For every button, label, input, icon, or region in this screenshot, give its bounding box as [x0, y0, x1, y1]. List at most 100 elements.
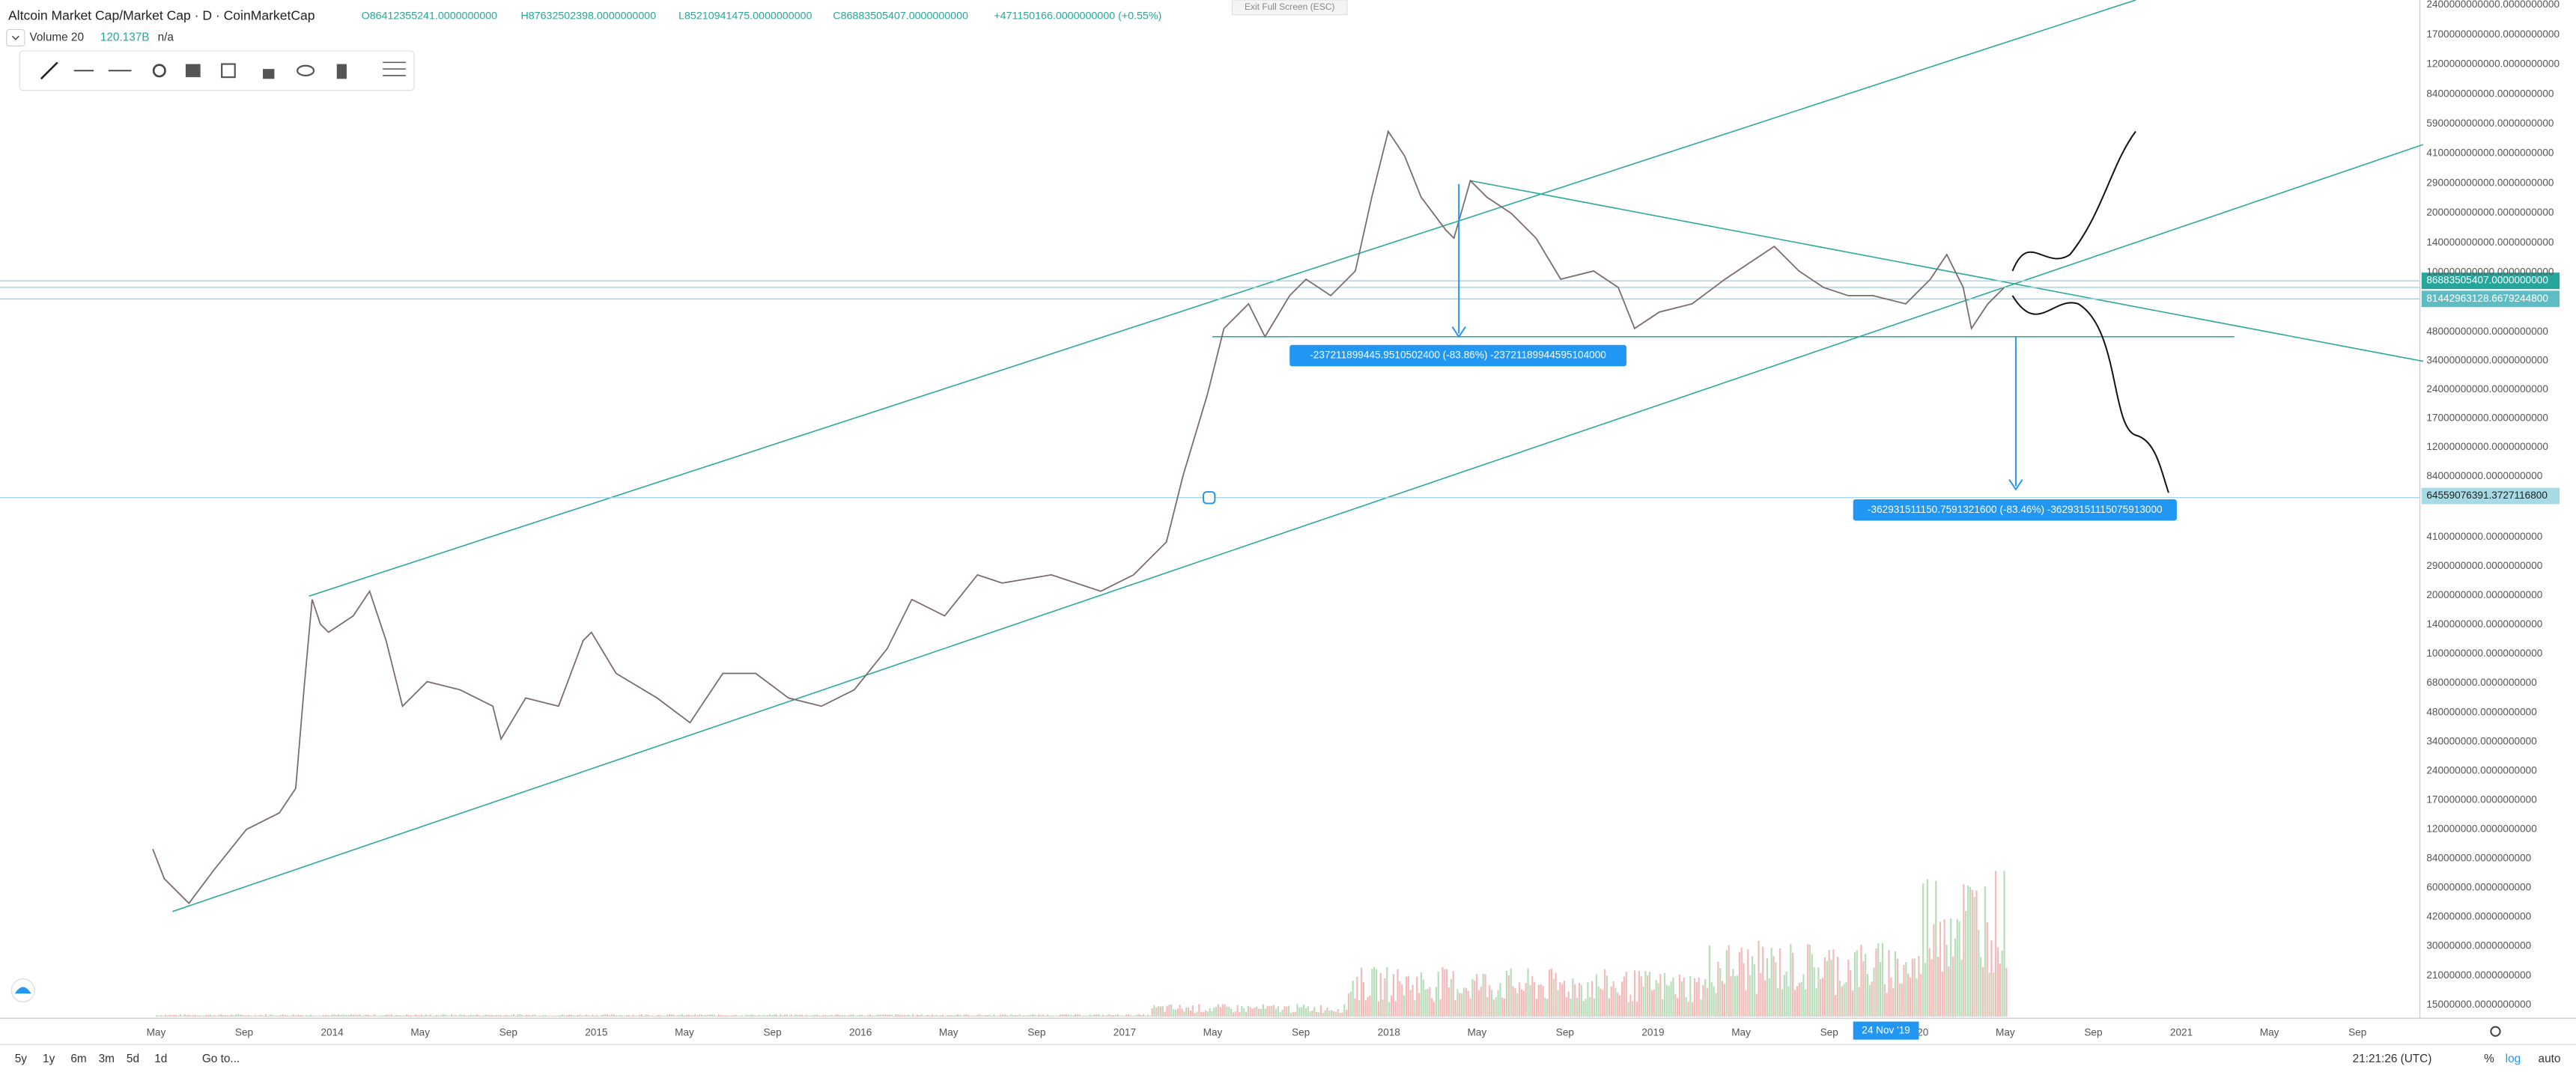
volume-bar	[352, 1014, 354, 1017]
volume-bar	[1911, 958, 1913, 1017]
price-label: 8400000000.0000000000	[2426, 470, 2542, 481]
volume-bar	[999, 1014, 1002, 1017]
projection-down	[2011, 295, 2169, 493]
volume-bar	[246, 1015, 248, 1017]
settings-icon[interactable]	[152, 64, 166, 78]
percent-toggle[interactable]: %	[2484, 1053, 2494, 1065]
volume-bar	[1422, 979, 1424, 1017]
drawings	[172, 0, 2424, 913]
volume-bar	[1040, 1014, 1042, 1017]
volume-bar	[1707, 987, 1709, 1017]
volume-bar	[1847, 960, 1850, 1017]
volume-bar	[1612, 981, 1614, 1017]
volume-bar	[782, 1015, 784, 1017]
log-toggle[interactable]: log	[2506, 1053, 2521, 1065]
volume-bar	[698, 1014, 701, 1017]
volume-bar	[1332, 1011, 1335, 1017]
price-label: 24000000000.0000000000	[2426, 383, 2548, 395]
volume-bar	[1762, 946, 1764, 1017]
volume-bar	[1324, 1010, 1326, 1017]
drawing-toolbar	[19, 50, 415, 91]
volume-bar	[1557, 990, 1559, 1017]
price-label: 100000000000.0000000000	[2426, 267, 2554, 278]
time-label: 2017	[1114, 1027, 1136, 1038]
volume-bar	[452, 1015, 455, 1017]
volume-bar	[1798, 982, 1800, 1017]
volume-bar	[399, 1015, 401, 1017]
volume-bar	[1057, 1015, 1060, 1017]
time-label: May	[939, 1027, 959, 1038]
volume-bar	[1367, 996, 1369, 1017]
pen-icon[interactable]	[40, 61, 58, 80]
volume-bar	[1937, 957, 1939, 1017]
handle[interactable]	[1203, 491, 1216, 505]
volume-bar	[1851, 990, 1854, 1017]
volume-bar	[1403, 995, 1406, 1017]
range-button[interactable]: 1d	[154, 1053, 167, 1065]
volume-bar	[1284, 1006, 1286, 1017]
volume-bar	[574, 1015, 577, 1017]
volume-bar	[1166, 1005, 1168, 1017]
volume-bar	[1995, 871, 1997, 1017]
volume-bar	[615, 1015, 617, 1017]
volume-bar	[521, 1014, 523, 1017]
volume-bar	[726, 1015, 729, 1017]
time-label: 2018	[1378, 1027, 1400, 1038]
layers-icon[interactable]	[185, 64, 201, 78]
volume-bar	[1978, 930, 1980, 1017]
volume-bar	[329, 1015, 331, 1017]
volume-bar	[307, 1015, 310, 1017]
range-button[interactable]: 6m	[70, 1053, 86, 1065]
volume-bar	[801, 1014, 803, 1017]
volume-bar	[493, 1015, 496, 1017]
clone-icon[interactable]	[221, 63, 236, 79]
volume-bar	[1990, 940, 1993, 1017]
range-button[interactable]: 5d	[127, 1053, 139, 1065]
volume-bar	[1896, 958, 1899, 1017]
volume-bar	[651, 1015, 654, 1017]
volume-bar	[1634, 970, 1636, 1017]
exit-button[interactable]	[1231, 0, 1348, 16]
volume-bar	[1770, 948, 1772, 1017]
volume-bar	[1414, 999, 1416, 1017]
volume-bar	[1301, 1007, 1303, 1017]
goto[interactable]: Go to...	[202, 1053, 240, 1065]
volume-bar	[335, 1014, 338, 1017]
volume-bar	[1452, 971, 1454, 1017]
auto-toggle[interactable]: auto	[2539, 1053, 2561, 1065]
volume-bar	[1602, 990, 1604, 1017]
volume-bar	[1984, 886, 1986, 1017]
volume-bar	[1800, 981, 1802, 1017]
volume-bar	[1935, 880, 1937, 1017]
volume-bar	[1307, 1006, 1309, 1017]
collapse-button[interactable]	[6, 28, 25, 46]
volume-bar	[585, 1014, 587, 1017]
volume-bar	[1501, 997, 1504, 1017]
volume-bar	[472, 1014, 474, 1017]
axis-settings[interactable]	[2490, 1026, 2501, 1037]
more-icon[interactable]	[383, 61, 406, 76]
eye-icon[interactable]	[296, 64, 315, 77]
volume-bar	[491, 1014, 493, 1017]
volume-bar	[190, 1015, 192, 1017]
range-button[interactable]: 3m	[99, 1053, 115, 1065]
volume-bar	[1561, 984, 1564, 1017]
volume-bar	[1778, 948, 1781, 1017]
range-button[interactable]: 1y	[43, 1053, 55, 1065]
trash-icon[interactable]	[336, 64, 347, 79]
volume-bar	[1055, 1015, 1057, 1017]
volume-bar	[414, 1014, 416, 1017]
volume-bar	[1717, 961, 1719, 1017]
lock-icon[interactable]	[263, 69, 275, 79]
volume-bar	[1151, 1008, 1153, 1017]
volume-bar	[288, 1015, 291, 1017]
volume-bar	[1850, 969, 1852, 1017]
volume-bar	[1219, 1007, 1221, 1017]
volume-bar	[890, 1014, 893, 1017]
volume-bar	[1745, 990, 1747, 1017]
volume-bar	[1877, 943, 1880, 1017]
volume-bar	[1823, 957, 1826, 1017]
range-button[interactable]: 5y	[15, 1053, 28, 1065]
price-label: 480000000.0000000000	[2426, 706, 2537, 717]
